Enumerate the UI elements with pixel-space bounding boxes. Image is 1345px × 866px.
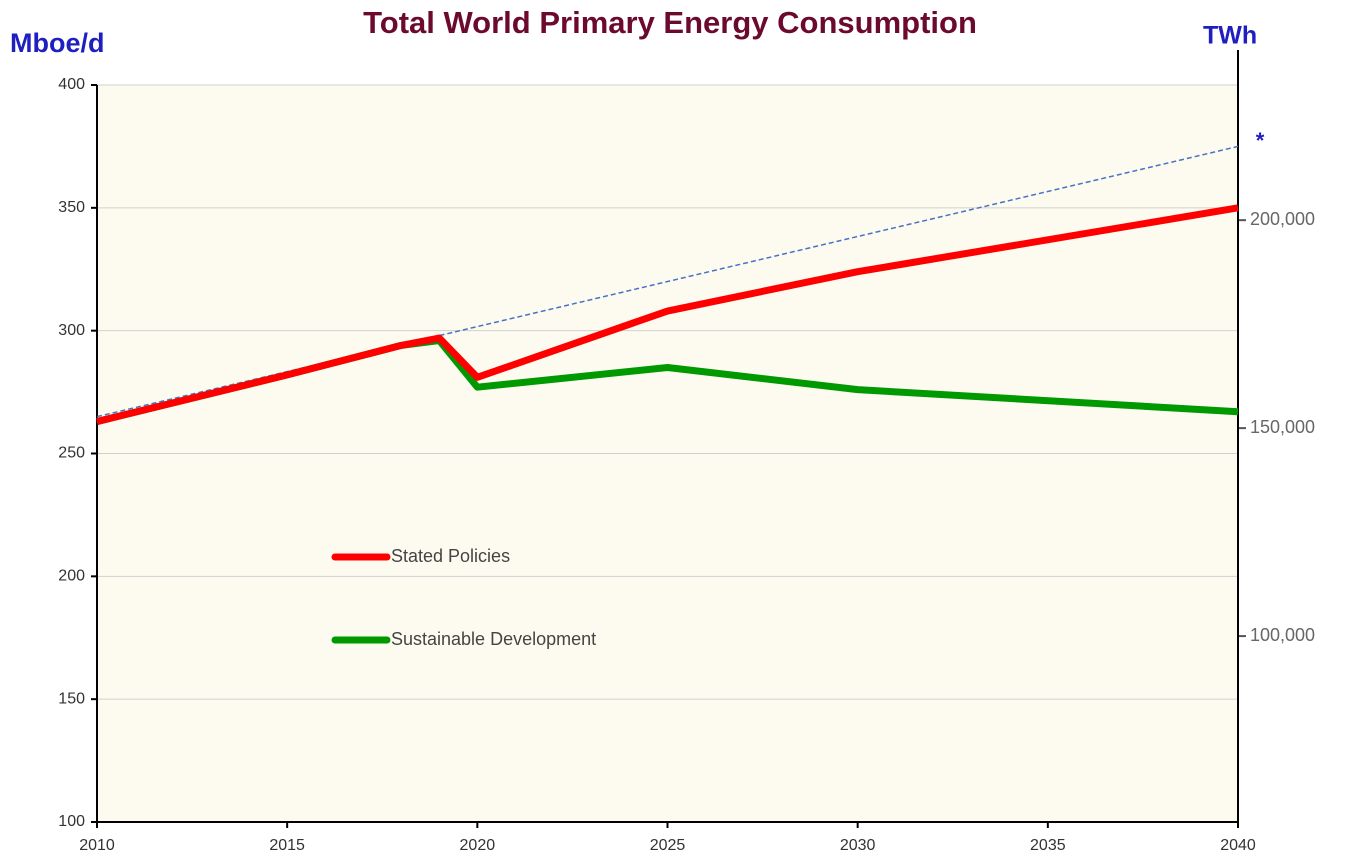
y-tick-label: 350 (58, 199, 85, 216)
y-tick-label: 100 (58, 813, 85, 830)
series-line (96, 204, 1239, 425)
y-axis-label: Mboe/d (10, 28, 105, 58)
y2-tick-label: 100,000 (1250, 625, 1315, 645)
y-tick-label: 200 (58, 568, 85, 585)
chart-title: Total World Primary Energy Consumption (363, 5, 977, 40)
y2-axis-label: TWh (1203, 22, 1257, 50)
x-tick-label: 2020 (460, 837, 496, 854)
y2-tick-label: 200,000 (1250, 209, 1315, 229)
legend-label: Stated Policies (391, 546, 510, 566)
y-tick-label: 300 (58, 322, 85, 339)
x-tick-label: 2015 (269, 837, 305, 854)
x-tick-label: 2025 (650, 837, 686, 854)
x-tick-label: 2040 (1220, 837, 1256, 854)
legend-label: Sustainable Development (391, 629, 596, 649)
y2-tick-label: 150,000 (1250, 417, 1315, 437)
x-tick-label: 2030 (840, 837, 876, 854)
y-tick-label: 150 (58, 690, 85, 707)
x-tick-label: 2035 (1030, 837, 1066, 854)
x-tick-label: 2010 (79, 837, 115, 854)
y-tick-label: 400 (58, 76, 85, 93)
annotation: * (1256, 128, 1265, 153)
y-tick-label: 250 (58, 445, 85, 462)
